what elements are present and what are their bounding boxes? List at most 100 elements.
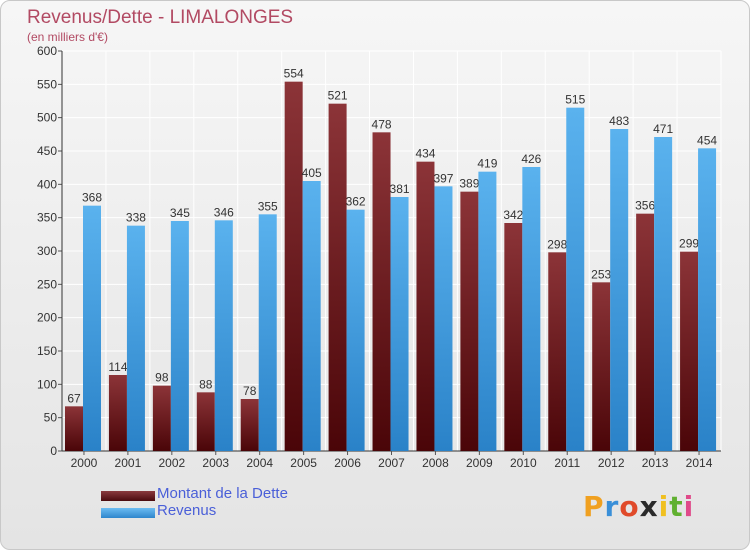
bar-dette	[284, 81, 303, 452]
x-tick-label: 2012	[598, 456, 625, 470]
value-label-revenus: 381	[390, 182, 410, 196]
bar-dette	[636, 213, 655, 451]
bar-revenus	[214, 220, 233, 451]
value-label-revenus: 397	[433, 171, 453, 185]
value-label-revenus: 419	[477, 157, 497, 171]
x-tick-label: 2009	[466, 456, 493, 470]
y-tick-label: 50	[44, 411, 58, 425]
value-label-dette: 114	[108, 360, 127, 374]
value-label-dette: 298	[547, 237, 567, 251]
bar-dette	[680, 251, 699, 451]
x-tick-label: 2002	[158, 456, 185, 470]
value-label-revenus: 346	[214, 205, 234, 219]
bar-dette	[196, 392, 215, 451]
logo-letter: x	[639, 490, 659, 523]
chart-subtitle: (en milliers d'€)	[27, 30, 108, 44]
bar-dette	[416, 161, 435, 451]
bar-revenus	[522, 167, 541, 451]
value-label-revenus: 483	[609, 114, 629, 128]
chart-title: Revenus/Dette - LIMALONGES	[27, 7, 294, 28]
y-tick-label: 350	[37, 211, 57, 225]
x-tick-label: 2013	[642, 456, 669, 470]
value-label-revenus: 426	[521, 152, 541, 166]
logo-letter: i	[658, 490, 670, 523]
logo-letter: o	[619, 490, 640, 523]
y-tick-label: 150	[37, 344, 57, 358]
value-label-revenus: 345	[170, 206, 190, 220]
value-label-revenus: 405	[302, 166, 322, 180]
value-label-dette: 356	[635, 199, 655, 213]
logo-letter: r	[604, 490, 620, 523]
value-label-dette: 478	[372, 117, 392, 131]
bar-dette	[460, 191, 479, 451]
y-tick-label: 500	[37, 111, 57, 125]
bar-revenus	[698, 148, 717, 452]
bar-dette	[328, 103, 347, 452]
x-tick-label: 2011	[554, 456, 580, 470]
value-label-revenus: 338	[126, 211, 146, 225]
x-tick-label: 2007	[378, 456, 405, 470]
x-tick-label: 2010	[510, 456, 537, 470]
bar-dette	[504, 223, 523, 451]
value-label-dette: 253	[591, 267, 611, 281]
bar-dette	[372, 132, 391, 452]
value-label-revenus: 471	[653, 122, 673, 136]
y-tick-label: 200	[37, 311, 57, 325]
bar-revenus	[566, 107, 585, 452]
legend-label-revenus: Revenus	[157, 502, 217, 519]
y-tick-label: 0	[50, 444, 57, 458]
logo-letter: i	[683, 490, 695, 523]
value-label-dette: 554	[284, 67, 304, 81]
bar-revenus	[258, 214, 277, 451]
bar-revenus	[434, 186, 453, 452]
value-label-dette: 67	[67, 391, 81, 405]
value-label-revenus: 368	[82, 191, 102, 205]
bar-revenus	[478, 171, 497, 451]
x-tick-label: 2014	[686, 456, 713, 470]
bar-revenus	[83, 205, 101, 451]
legend-swatch-revenus	[101, 508, 155, 518]
bar-revenus	[126, 225, 145, 451]
x-tick-label: 2004	[246, 456, 273, 470]
value-label-dette: 88	[199, 377, 213, 391]
value-label-revenus: 362	[346, 195, 366, 209]
value-label-revenus: 355	[258, 199, 278, 213]
logo-letter: t	[669, 490, 684, 523]
legend-label-dette: Montant de la Dette	[157, 485, 288, 502]
y-tick-label: 450	[37, 144, 57, 158]
bar-dette	[152, 385, 171, 451]
value-label-revenus: 515	[565, 93, 585, 107]
bar-dette	[592, 282, 611, 451]
value-label-dette: 98	[155, 371, 169, 385]
legend-swatch-dette	[101, 491, 155, 501]
x-tick-label: 2008	[422, 456, 449, 470]
x-tick-label: 2006	[334, 456, 361, 470]
x-tick-label: 2001	[115, 456, 142, 470]
bar-revenus	[390, 197, 409, 451]
bar-revenus	[654, 137, 673, 451]
bar-dette	[108, 375, 127, 451]
x-tick-label: 2003	[202, 456, 229, 470]
logo-letter: P	[583, 490, 605, 523]
value-label-dette: 389	[459, 177, 479, 191]
y-tick-label: 550	[37, 77, 57, 91]
x-tick-label: 2000	[71, 456, 98, 470]
value-label-dette: 434	[415, 147, 435, 161]
y-tick-label: 300	[37, 244, 57, 258]
value-label-dette: 342	[503, 208, 523, 222]
bar-revenus	[610, 129, 629, 451]
value-label-dette: 521	[328, 89, 348, 103]
bar-dette	[65, 406, 83, 451]
x-tick-label: 2005	[290, 456, 317, 470]
y-tick-label: 250	[37, 277, 57, 291]
value-label-dette: 299	[679, 237, 699, 251]
value-label-revenus: 454	[697, 133, 717, 147]
bar-dette	[548, 252, 567, 451]
bar-revenus	[170, 221, 189, 451]
y-tick-label: 600	[37, 44, 57, 58]
y-tick-label: 100	[37, 377, 57, 391]
bar-revenus	[346, 209, 365, 451]
proxiti-logo: Proxiti	[583, 490, 694, 523]
